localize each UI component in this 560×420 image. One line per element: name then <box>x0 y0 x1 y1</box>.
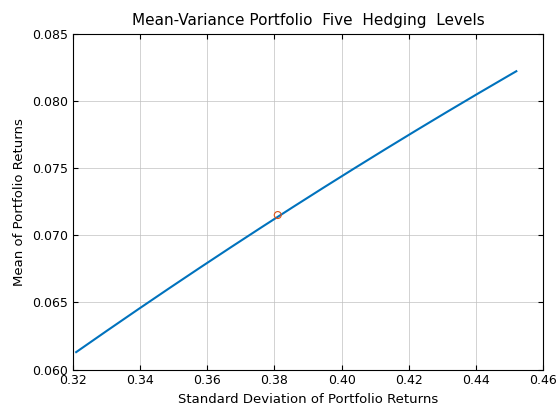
Y-axis label: Mean of Portfolio Returns: Mean of Portfolio Returns <box>13 118 26 286</box>
Point <box>273 212 282 218</box>
Title: Mean-Variance Portfolio  Five  Hedging  Levels: Mean-Variance Portfolio Five Hedging Lev… <box>132 13 484 28</box>
X-axis label: Standard Deviation of Portfolio Returns: Standard Deviation of Portfolio Returns <box>178 393 438 406</box>
